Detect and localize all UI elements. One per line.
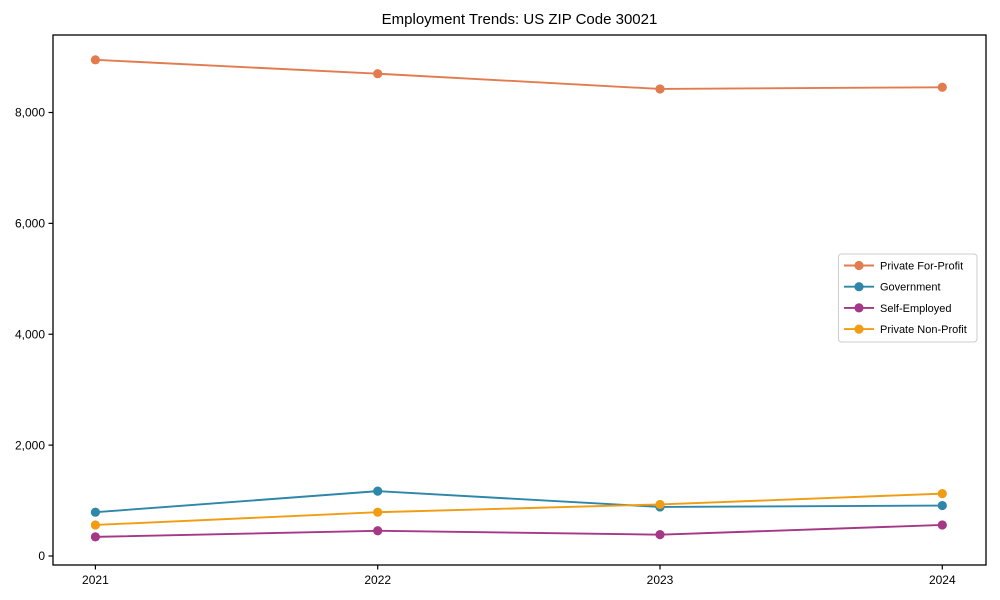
legend-label: Government <box>880 282 941 294</box>
y-tick-label: 4,000 <box>15 327 45 341</box>
legend-box <box>838 253 978 343</box>
legend-marker <box>854 260 864 271</box>
data-point <box>655 499 665 510</box>
series-private-for-profit <box>90 55 947 94</box>
data-point <box>937 520 947 530</box>
series-group <box>90 55 947 542</box>
legend-label: Private For-Profit <box>880 261 963 273</box>
data-point <box>90 532 100 542</box>
y-axis: 0 2,000 4,000 6,000 8,000 <box>15 106 53 563</box>
legend-label: Self-Employed <box>880 303 952 315</box>
series-line <box>95 492 943 526</box>
legend-marker <box>854 303 864 313</box>
data-point <box>373 69 383 79</box>
series-line <box>95 490 943 514</box>
data-point <box>937 500 947 511</box>
legend-entry-self-employed: Self-Employed <box>844 303 952 315</box>
legend-entry-private-non-profit: Private Non-Profit <box>844 324 967 336</box>
series-line <box>95 524 943 538</box>
x-tick-label: 2022 <box>364 573 391 587</box>
data-point <box>90 507 100 517</box>
y-tick-label: 8,000 <box>15 106 45 120</box>
x-axis: 2021 2022 2023 2024 <box>82 565 956 587</box>
x-tick-label: 2023 <box>647 573 674 587</box>
legend-marker <box>854 282 864 292</box>
series-line <box>95 58 943 90</box>
legend-entry-government: Government <box>844 282 941 294</box>
legend: Private For-Profit Government Self-Employe… <box>838 253 978 343</box>
y-tick-label: 2,000 <box>15 438 45 452</box>
data-point <box>90 520 100 530</box>
data-point <box>373 507 383 517</box>
x-tick-label: 2024 <box>929 573 956 587</box>
data-point <box>90 55 100 65</box>
data-point <box>373 486 383 496</box>
data-point <box>655 84 665 94</box>
y-tick-label: 0 <box>38 549 45 563</box>
data-point <box>655 530 665 540</box>
x-tick-label: 2021 <box>82 573 109 587</box>
data-point <box>937 82 947 92</box>
chart-title: Employment Trends: US ZIP Code 30021 <box>382 11 658 28</box>
legend-entry-private-for-profit: Private For-Profit <box>844 261 963 273</box>
series-private-non-profit <box>90 489 947 530</box>
data-point <box>373 526 383 536</box>
y-tick-label: 6,000 <box>15 217 45 231</box>
series-self-employed <box>90 520 947 542</box>
legend-label: Private Non-Profit <box>880 324 967 336</box>
data-point <box>937 489 947 499</box>
plot-area <box>52 34 987 566</box>
legend-marker <box>854 324 864 334</box>
